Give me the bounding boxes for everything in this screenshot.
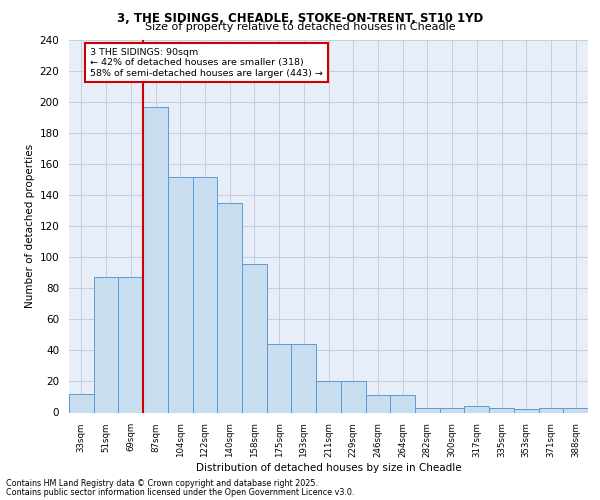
Text: Size of property relative to detached houses in Cheadle: Size of property relative to detached ho… (145, 22, 455, 32)
Bar (217, 203, 242, 412)
X-axis label: Distribution of detached houses by size in Cheadle: Distribution of detached houses by size … (196, 462, 461, 472)
Bar (267, 344, 292, 412)
Bar (415, 408, 440, 412)
Text: Contains HM Land Registry data © Crown copyright and database right 2025.: Contains HM Land Registry data © Crown c… (6, 479, 318, 488)
Bar (316, 382, 341, 412)
Y-axis label: Number of detached properties: Number of detached properties (25, 144, 35, 308)
Bar (118, 278, 143, 412)
Bar (390, 396, 415, 412)
Bar (464, 406, 489, 412)
Text: 3 THE SIDINGS: 90sqm
← 42% of detached houses are smaller (318)
58% of semi-deta: 3 THE SIDINGS: 90sqm ← 42% of detached h… (90, 48, 323, 78)
Bar (563, 408, 588, 412)
Bar (242, 264, 267, 412)
Bar (365, 396, 390, 412)
Bar (539, 408, 563, 412)
Bar (193, 176, 217, 412)
Bar (489, 408, 514, 412)
Bar (341, 382, 365, 412)
Bar (69, 394, 94, 412)
Text: Contains public sector information licensed under the Open Government Licence v3: Contains public sector information licen… (6, 488, 355, 497)
Bar (514, 410, 539, 412)
Bar (94, 278, 118, 412)
Bar (168, 176, 193, 412)
Bar (440, 408, 464, 412)
Text: 3, THE SIDINGS, CHEADLE, STOKE-ON-TRENT, ST10 1YD: 3, THE SIDINGS, CHEADLE, STOKE-ON-TRENT,… (117, 12, 483, 26)
Bar (143, 106, 168, 412)
Bar (292, 344, 316, 412)
